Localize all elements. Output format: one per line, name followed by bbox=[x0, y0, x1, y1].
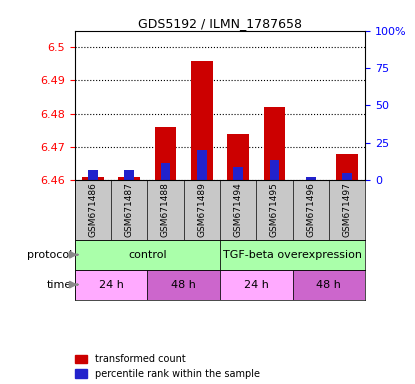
Bar bbox=[75, 270, 147, 300]
Bar bbox=[220, 240, 365, 270]
Text: 24 h: 24 h bbox=[244, 280, 269, 290]
Text: GSM671487: GSM671487 bbox=[124, 182, 134, 237]
Bar bbox=[124, 170, 134, 180]
Bar bbox=[264, 107, 285, 180]
Text: GSM671488: GSM671488 bbox=[161, 182, 170, 237]
Bar bbox=[336, 154, 358, 180]
Text: GSM671494: GSM671494 bbox=[234, 182, 243, 237]
Text: TGF-beta overexpression: TGF-beta overexpression bbox=[223, 250, 362, 260]
Bar bbox=[220, 270, 293, 300]
Bar bbox=[88, 170, 98, 180]
Text: 24 h: 24 h bbox=[99, 280, 123, 290]
Text: GSM671495: GSM671495 bbox=[270, 182, 279, 237]
Bar bbox=[227, 134, 249, 180]
Bar bbox=[191, 61, 212, 180]
Bar bbox=[118, 177, 140, 180]
Text: 48 h: 48 h bbox=[317, 280, 341, 290]
Title: GDS5192 / ILMN_1787658: GDS5192 / ILMN_1787658 bbox=[138, 17, 302, 30]
Text: control: control bbox=[128, 250, 167, 260]
Bar bbox=[82, 177, 104, 180]
Bar bbox=[161, 164, 171, 180]
Text: protocol: protocol bbox=[27, 250, 72, 260]
Bar bbox=[147, 270, 220, 300]
Text: GSM671496: GSM671496 bbox=[306, 182, 315, 237]
Text: GSM671497: GSM671497 bbox=[342, 182, 352, 237]
Text: GSM671489: GSM671489 bbox=[197, 182, 206, 237]
Bar bbox=[233, 167, 243, 180]
Bar bbox=[342, 174, 352, 180]
Bar bbox=[269, 160, 279, 180]
Bar bbox=[293, 270, 365, 300]
Bar bbox=[306, 177, 316, 180]
Bar bbox=[75, 240, 220, 270]
Legend: transformed count, percentile rank within the sample: transformed count, percentile rank withi… bbox=[76, 354, 260, 379]
Text: 48 h: 48 h bbox=[171, 280, 196, 290]
Bar bbox=[154, 127, 176, 180]
Text: time: time bbox=[46, 280, 72, 290]
Bar bbox=[197, 150, 207, 180]
Text: GSM671486: GSM671486 bbox=[88, 182, 98, 237]
